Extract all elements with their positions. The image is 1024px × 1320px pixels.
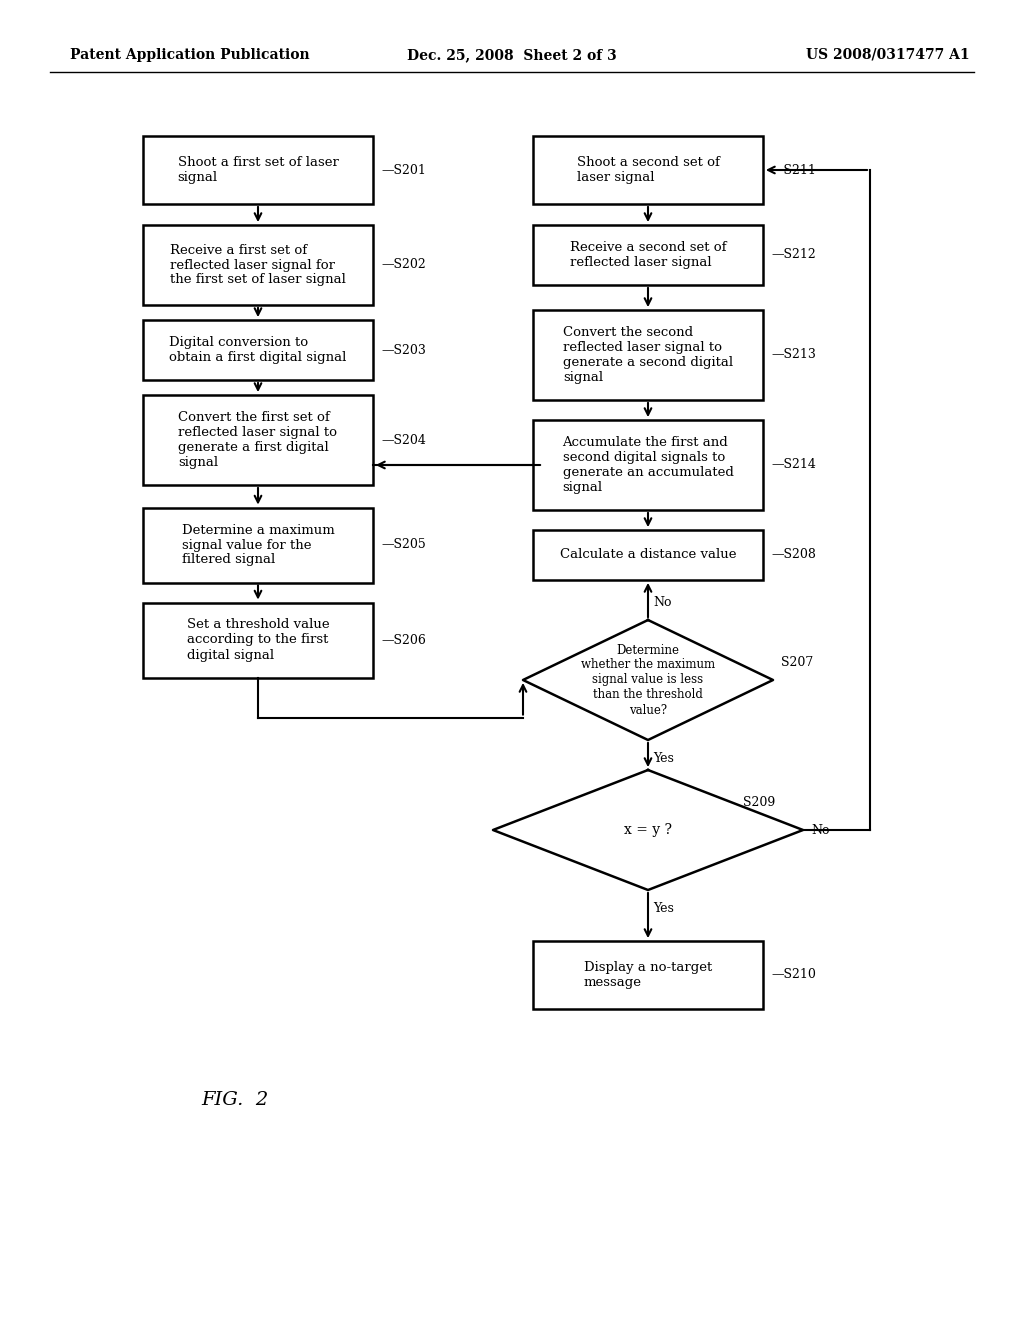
Text: Dec. 25, 2008  Sheet 2 of 3: Dec. 25, 2008 Sheet 2 of 3: [408, 48, 616, 62]
Text: No: No: [811, 824, 829, 837]
Text: —S211: —S211: [771, 164, 816, 177]
Text: —S202: —S202: [381, 259, 426, 272]
Text: —S201: —S201: [381, 164, 426, 177]
Text: —S203: —S203: [381, 343, 426, 356]
Bar: [534, 420, 763, 510]
Bar: [534, 224, 763, 285]
Bar: [143, 395, 373, 484]
Text: US 2008/0317477 A1: US 2008/0317477 A1: [806, 48, 970, 62]
Bar: [534, 531, 763, 579]
Text: x = y ?: x = y ?: [624, 822, 672, 837]
Text: Patent Application Publication: Patent Application Publication: [70, 48, 309, 62]
Text: Receive a first set of
reflected laser signal for
the first set of laser signal: Receive a first set of reflected laser s…: [170, 243, 346, 286]
Text: —S206: —S206: [381, 634, 426, 647]
Text: Shoot a first set of laser
signal: Shoot a first set of laser signal: [177, 156, 339, 183]
Bar: [143, 507, 373, 582]
Text: Shoot a second set of
laser signal: Shoot a second set of laser signal: [577, 156, 720, 183]
Bar: [534, 941, 763, 1008]
Text: Convert the second
reflected laser signal to
generate a second digital
signal: Convert the second reflected laser signa…: [563, 326, 733, 384]
Text: —S212: —S212: [771, 248, 816, 261]
Text: Calculate a distance value: Calculate a distance value: [560, 549, 736, 561]
Polygon shape: [523, 620, 773, 741]
Text: —S204: —S204: [381, 433, 426, 446]
Text: FIG.  2: FIG. 2: [202, 1092, 268, 1109]
Text: —S214: —S214: [771, 458, 816, 471]
Bar: [143, 224, 373, 305]
Text: Digital conversion to
obtain a first digital signal: Digital conversion to obtain a first dig…: [169, 337, 347, 364]
Text: No: No: [653, 595, 672, 609]
Text: Determine
whether the maximum
signal value is less
than the threshold
value?: Determine whether the maximum signal val…: [581, 644, 715, 717]
Text: Accumulate the first and
second digital signals to
generate an accumulated
signa: Accumulate the first and second digital …: [562, 436, 733, 494]
Bar: [143, 136, 373, 205]
Text: Determine a maximum
signal value for the
filtered signal: Determine a maximum signal value for the…: [181, 524, 335, 566]
Text: S209: S209: [743, 796, 775, 808]
Text: Set a threshold value
according to the first
digital signal: Set a threshold value according to the f…: [186, 619, 330, 661]
Text: Yes: Yes: [653, 902, 674, 915]
Text: —S205: —S205: [381, 539, 426, 552]
Text: Yes: Yes: [653, 751, 674, 764]
Text: S207: S207: [781, 656, 813, 668]
Bar: [143, 319, 373, 380]
Bar: [534, 136, 763, 205]
Text: Convert the first set of
reflected laser signal to
generate a first digital
sign: Convert the first set of reflected laser…: [178, 411, 338, 469]
Bar: [534, 310, 763, 400]
Text: Receive a second set of
reflected laser signal: Receive a second set of reflected laser …: [569, 242, 726, 269]
Text: Display a no-target
message: Display a no-target message: [584, 961, 712, 989]
Text: —S210: —S210: [771, 969, 816, 982]
Text: —S213: —S213: [771, 348, 816, 362]
Text: —S208: —S208: [771, 549, 816, 561]
Polygon shape: [493, 770, 803, 890]
Bar: [143, 602, 373, 677]
